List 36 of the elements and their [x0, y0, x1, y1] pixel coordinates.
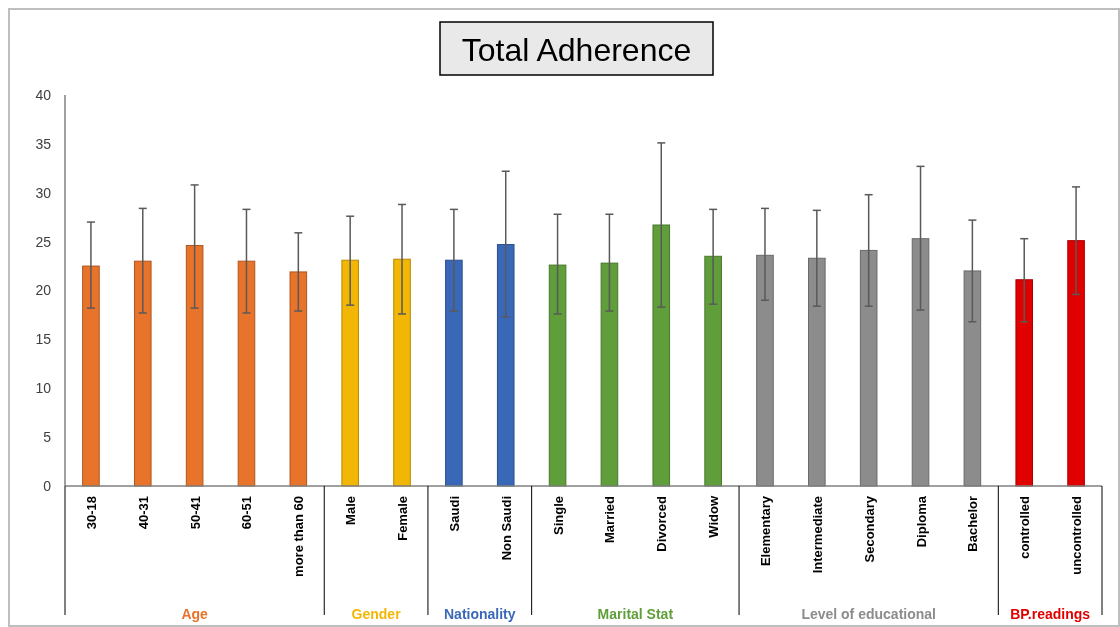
text: Level of educational	[801, 606, 936, 622]
x-tick-label: Saudi	[446, 496, 462, 532]
x-tick-label: Female	[395, 496, 411, 541]
text: Marital Stat	[597, 606, 674, 622]
y-tick-label: 10	[35, 380, 52, 397]
y-tick-label: 15	[35, 331, 52, 348]
y-tick-label: 0	[43, 477, 52, 494]
x-tick-label: Widow	[706, 495, 722, 538]
y-tick-label: 40	[35, 86, 52, 103]
x-tick-label: more than 60	[291, 496, 307, 577]
y-tick-label: 30	[35, 184, 52, 201]
x-tick-label: Single	[550, 496, 566, 536]
y-tick-label: 5	[43, 429, 52, 446]
x-tick-label: Non Saudi	[498, 496, 514, 561]
x-tick-label: Diploma	[913, 495, 929, 548]
x-tick-label: 30-18	[83, 496, 99, 530]
x-tick-label: Married	[602, 495, 618, 543]
y-tick-label: 20	[35, 282, 52, 299]
x-tick-label: Secondary	[861, 495, 877, 563]
text: Age	[181, 606, 209, 622]
x-tick-label: Elementary	[757, 495, 773, 567]
x-tick-label: 60-51	[239, 496, 255, 530]
x-tick-label: controlled	[1017, 495, 1033, 559]
text: Gender	[351, 606, 402, 622]
chart-title: Total Adherence	[461, 32, 692, 68]
y-tick-label: 25	[35, 233, 52, 250]
y-tick-label: 35	[35, 135, 52, 152]
x-tick-label: uncontrolled	[1069, 495, 1085, 575]
x-tick-label: Bachelor	[965, 496, 981, 552]
x-tick-label: 40-31	[135, 496, 151, 530]
x-tick-label: Divorced	[654, 495, 670, 552]
x-tick-label: Male	[343, 496, 359, 525]
text: Nationality	[444, 606, 516, 622]
x-tick-label: 50-41	[187, 496, 203, 530]
x-tick-label: Intermediate	[809, 496, 825, 574]
text: BP.readings	[1010, 606, 1091, 622]
